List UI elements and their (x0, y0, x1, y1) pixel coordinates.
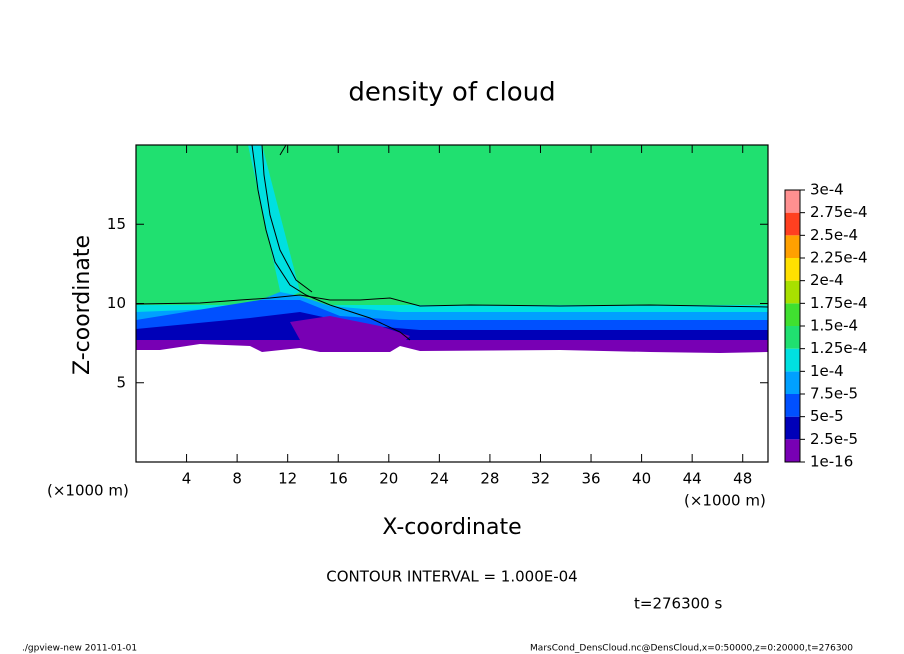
contour-interval: CONTOUR INTERVAL = 1.000E-04 (326, 568, 577, 586)
footer-right: MarsCond_DensCloud.nc@DensCloud,x=0:5000… (530, 644, 853, 654)
colorbar-segment (785, 280, 800, 304)
x-axis-label: X-coordinate (382, 515, 521, 540)
field-region (290, 316, 410, 346)
contour-line (279, 144, 287, 156)
colorbar-segment (785, 371, 800, 394)
chart-title: density of cloud (348, 78, 555, 108)
x-tick-label: 28 (480, 470, 499, 488)
x-unit: (×1000 m) (684, 492, 766, 510)
y-tick-label: 10 (107, 294, 126, 312)
y-tick-label: 15 (107, 215, 126, 233)
colorbar-label: 1.25e-4 (810, 339, 868, 357)
colorbar-label: 1e-4 (810, 362, 844, 380)
colorbar-segment (785, 190, 800, 213)
colorbar-label: 5e-5 (810, 407, 844, 425)
colorbar-label: 2.75e-4 (810, 203, 868, 221)
colorbar-label: 7.5e-5 (810, 385, 858, 403)
x-tick-label: 8 (232, 470, 242, 488)
x-tick-label: 20 (379, 470, 398, 488)
y-unit: (×1000 m) (47, 482, 129, 500)
colorbar-label: 1.5e-4 (810, 317, 858, 335)
x-tick-label: 24 (430, 470, 449, 488)
y-axis-label: Z-coordinate (70, 235, 95, 375)
x-tick-label: 12 (278, 470, 297, 488)
x-tick-label: 44 (683, 470, 702, 488)
contour-line (251, 144, 411, 341)
x-tick-label: 32 (531, 470, 550, 488)
time-label: t=276300 s (634, 595, 722, 613)
colorbar-segment (785, 348, 800, 372)
field (135, 144, 769, 353)
colorbar-segment (785, 235, 800, 258)
colorbar-label: 2.5e-4 (810, 226, 858, 244)
x-tick-label: 48 (733, 470, 752, 488)
x-tick-label: 40 (632, 470, 651, 488)
colorbar-segment (785, 416, 800, 440)
x-tick-label: 4 (182, 470, 192, 488)
contour-line (135, 294, 769, 308)
colorbar-label: 2.25e-4 (810, 249, 868, 267)
colorbar-label: 1e-16 (810, 453, 853, 471)
footer-left: ./gpview-new 2011-01-01 (22, 644, 137, 654)
colorbar-label: 1.75e-4 (810, 294, 868, 312)
colorbar-segment (785, 303, 800, 326)
field-region (248, 145, 300, 300)
y-tick-label: 5 (116, 373, 126, 391)
colorbar-segment (785, 439, 800, 462)
colorbar-label: 2e-4 (810, 271, 844, 289)
x-tick-label: 16 (329, 470, 348, 488)
colorbar-segment (785, 326, 800, 349)
colorbar-segment (785, 394, 800, 417)
contour-line (261, 144, 313, 293)
x-tick-label: 36 (581, 470, 600, 488)
colorbar-segment (785, 258, 800, 281)
colorbar-segment (785, 212, 800, 236)
field-region (136, 312, 768, 341)
colorbar-label: 3e-4 (810, 181, 844, 199)
field-region (136, 340, 768, 353)
field-region (136, 145, 768, 305)
colorbar-label: 2.5e-5 (810, 430, 858, 448)
